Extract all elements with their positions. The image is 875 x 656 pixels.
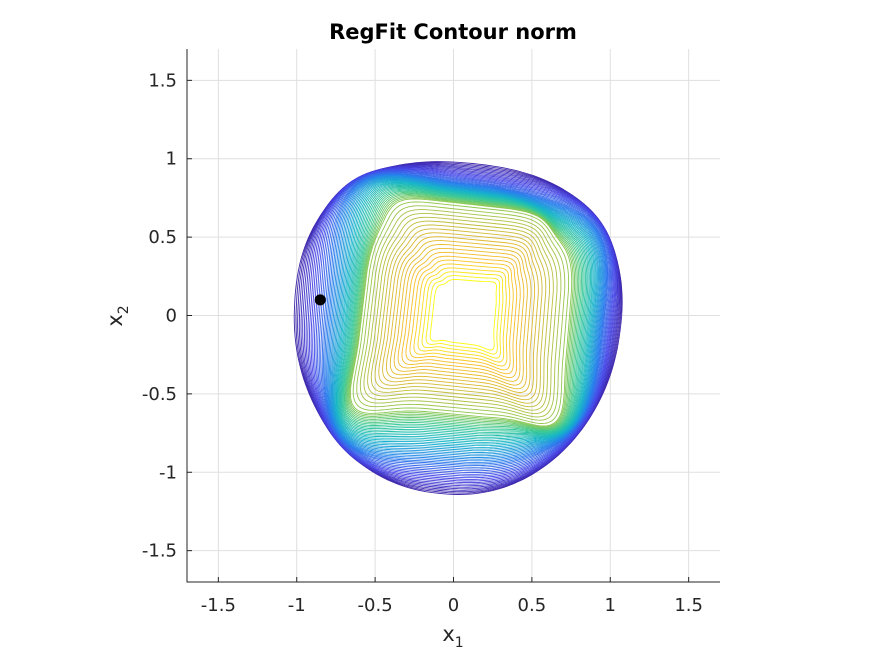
contour-line [327,175,604,460]
contour-line [326,174,605,462]
contour-line [339,185,589,437]
contour-line [347,195,577,429]
contour-line [359,209,562,418]
contour-line [429,278,497,351]
contour-line [342,189,584,433]
contour-line [336,182,594,443]
contour-line [348,196,576,428]
contour-line [300,164,620,490]
contour-line [356,205,566,421]
contour-line [308,167,616,482]
contour-line [335,181,595,445]
contour-line [340,186,588,435]
contour-line [329,176,603,457]
contour-line [343,190,582,432]
y-tick-label: -0.5 [142,384,177,405]
contour-line [315,170,613,475]
x-tick-label: -0.5 [358,595,393,616]
contour-line [298,163,621,491]
contour-line [413,263,511,367]
x-tick-label: -1 [288,595,306,616]
contour-line [328,175,604,458]
contour-line [333,179,598,450]
contour-line [312,168,615,479]
contour-line [389,240,532,390]
contour-line [349,197,574,428]
contour-line [330,177,602,455]
contour-line [385,236,536,393]
contour-line [346,194,578,430]
contour-line [317,170,612,474]
contour-line [401,251,521,379]
y-tick-label: 1 [166,149,177,170]
x-tick-label: -1.5 [201,595,236,616]
contour-line [303,165,619,487]
contour-line [397,247,525,382]
contour-line [324,173,607,465]
y-tick-label: 0.5 [148,227,177,248]
contour-line [318,171,611,472]
y-axis-ticks: -1.5 -1 -0.5 0 0.5 1 1.5 [142,70,192,562]
contour-line [338,185,590,438]
contour-line [421,271,504,359]
contour-line [341,187,586,434]
contour-line [417,267,507,363]
x-axis-label: x1 [442,622,463,651]
contour-line [382,232,539,397]
contour-line [341,188,585,433]
chart-title: RegFit Contour norm [329,20,577,44]
axes-box [186,49,720,583]
contour-lines [293,161,623,495]
contour-line [374,224,547,404]
contour-line [334,180,596,447]
contour-line [310,168,616,480]
x-tick-label: 0 [448,595,459,616]
contour-line [367,216,554,411]
contour-line [307,166,617,484]
contour-line [393,244,528,386]
contour-line [334,180,597,448]
contour-line [378,228,543,401]
contour-line [313,169,614,477]
y-axis-label: x2 [103,305,132,326]
contour-line [321,172,609,468]
contour-line [405,255,518,375]
contour-line [352,201,570,424]
x-tick-label: 0.5 [518,595,547,616]
contour-line [305,166,618,485]
y-tick-label: 1.5 [148,70,177,91]
contour-line [320,172,610,470]
contour-line [332,178,599,452]
contour-line [323,173,608,467]
contour-line [297,162,622,493]
y-tick-label: -1.5 [142,541,177,562]
contour-line [344,191,581,431]
contour-line [425,275,501,355]
contour-line [302,165,620,488]
contour-line [325,174,606,463]
grid-lines [187,49,720,582]
contour-line [370,220,550,408]
contour-line [409,259,514,371]
contour-line [349,198,573,427]
y-tick-label: 0 [166,306,177,327]
contour-line [331,177,601,453]
x-tick-label: 1 [605,595,616,616]
contour-line [337,184,591,440]
x-axis-ticks: -1.5 -1 -0.5 0 0.5 1 1.5 [201,577,703,616]
contour-line [337,183,593,442]
y-tick-label: -1 [159,462,177,483]
contour-line [363,212,558,415]
marker-point [314,294,326,306]
x-tick-label: 1.5 [674,595,703,616]
contour-line [345,192,580,431]
